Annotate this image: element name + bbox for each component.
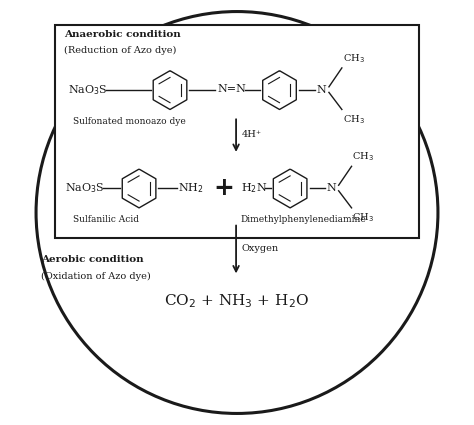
Text: (Oxidation of Azo dye): (Oxidation of Azo dye) [41,272,150,281]
Text: CH$_3$: CH$_3$ [353,150,374,163]
Text: (Reduction of Azo dye): (Reduction of Azo dye) [64,46,176,55]
Text: +: + [214,176,235,201]
Text: N=N: N=N [217,84,246,94]
Text: Anaerobic condition: Anaerobic condition [64,30,181,39]
Text: Oxygen: Oxygen [242,244,279,253]
Text: CH$_3$: CH$_3$ [353,212,374,224]
Text: H$_2$N: H$_2$N [241,181,267,196]
Text: Dimethylphenylenediamine: Dimethylphenylenediamine [241,215,366,224]
Text: Sulfonated monoazo dye: Sulfonated monoazo dye [73,117,186,126]
Bar [55,26,419,238]
Text: NH$_2$: NH$_2$ [178,181,204,196]
Text: 4H⁺: 4H⁺ [242,130,262,139]
Text: CH$_3$: CH$_3$ [343,52,365,65]
Text: NaO$_3$S: NaO$_3$S [68,83,108,97]
Text: Aerobic condition: Aerobic condition [41,255,143,264]
Text: N: N [326,184,336,193]
Text: N: N [317,85,326,95]
Text: NaO$_3$S: NaO$_3$S [65,181,105,196]
Text: Sulfanilic Acid: Sulfanilic Acid [73,215,139,224]
Text: CO$_2$ + NH$_3$ + H$_2$O: CO$_2$ + NH$_3$ + H$_2$O [164,292,309,310]
Circle shape [36,11,438,414]
Text: CH$_3$: CH$_3$ [343,113,365,126]
